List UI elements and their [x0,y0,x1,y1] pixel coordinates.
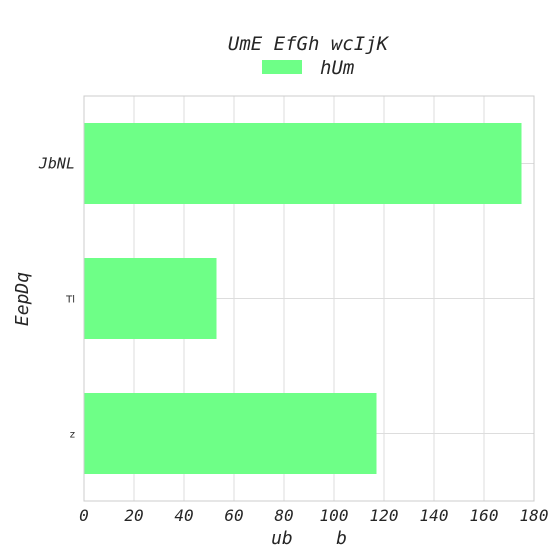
legend-label: hUm [320,57,354,79]
x-tick-label: 40 [174,506,193,525]
bar [84,123,522,204]
x-tick-label: 100 [320,506,349,525]
plot-frame [83,95,535,502]
x-tick-label: 80 [274,506,293,525]
x-axis-label: ub b [271,528,347,549]
x-tick-label: 180 [520,506,549,525]
x-tick-label: 20 [124,506,143,525]
legend: hUm [262,57,354,79]
chart-title: UmE EfGh wcIjK [228,33,390,55]
y-tick-label: JbNL [38,155,75,173]
y-tick-label: Tl [65,295,75,306]
x-tick-label: 140 [420,506,449,525]
bar [84,393,377,474]
legend-swatch [262,60,302,74]
y-tick-label: z [70,430,75,441]
x-tick-label: 120 [370,506,399,525]
bar [84,258,217,339]
x-tick-label: 0 [79,506,89,525]
y-tick-labels: JbNL Tl z [38,155,75,441]
x-tick-label: 60 [224,506,243,525]
y-axis-label: EepDq [12,272,33,326]
x-tick-label: 160 [470,506,499,525]
x-tick-labels: 0 20 40 60 80 100 120 140 160 180 [79,506,548,525]
bars [84,123,522,474]
